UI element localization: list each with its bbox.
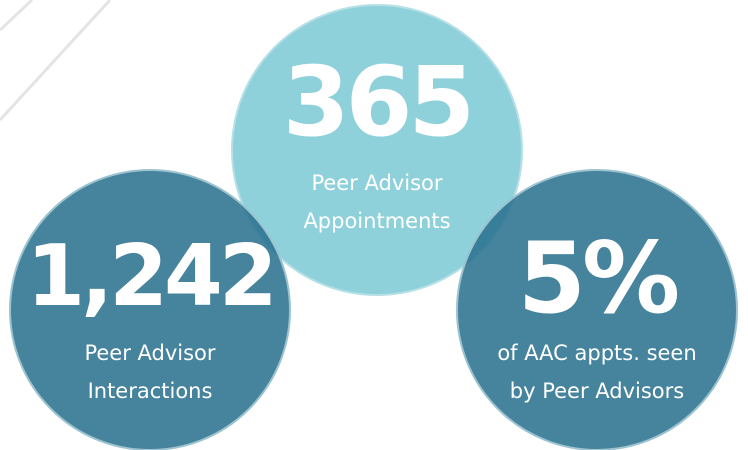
circle-share <box>456 169 738 450</box>
stat-figure: 365 <box>283 46 471 158</box>
stat-label: Peer Advisor <box>84 341 215 365</box>
circle-interactions <box>9 169 291 450</box>
stat-label: Appointments <box>303 209 450 233</box>
circle-appointments <box>231 4 523 296</box>
stat-label: Interactions <box>88 379 213 403</box>
deco-line <box>0 0 34 32</box>
deco-line <box>0 0 112 122</box>
decoration <box>0 0 112 122</box>
stat-label: Peer Advisor <box>311 171 442 195</box>
stat-figure: 5% <box>518 222 678 336</box>
stat-figure: 1,242 <box>26 227 273 325</box>
stat-label: by Peer Advisors <box>510 379 684 403</box>
stat-label: of AAC appts. seen <box>497 341 696 365</box>
